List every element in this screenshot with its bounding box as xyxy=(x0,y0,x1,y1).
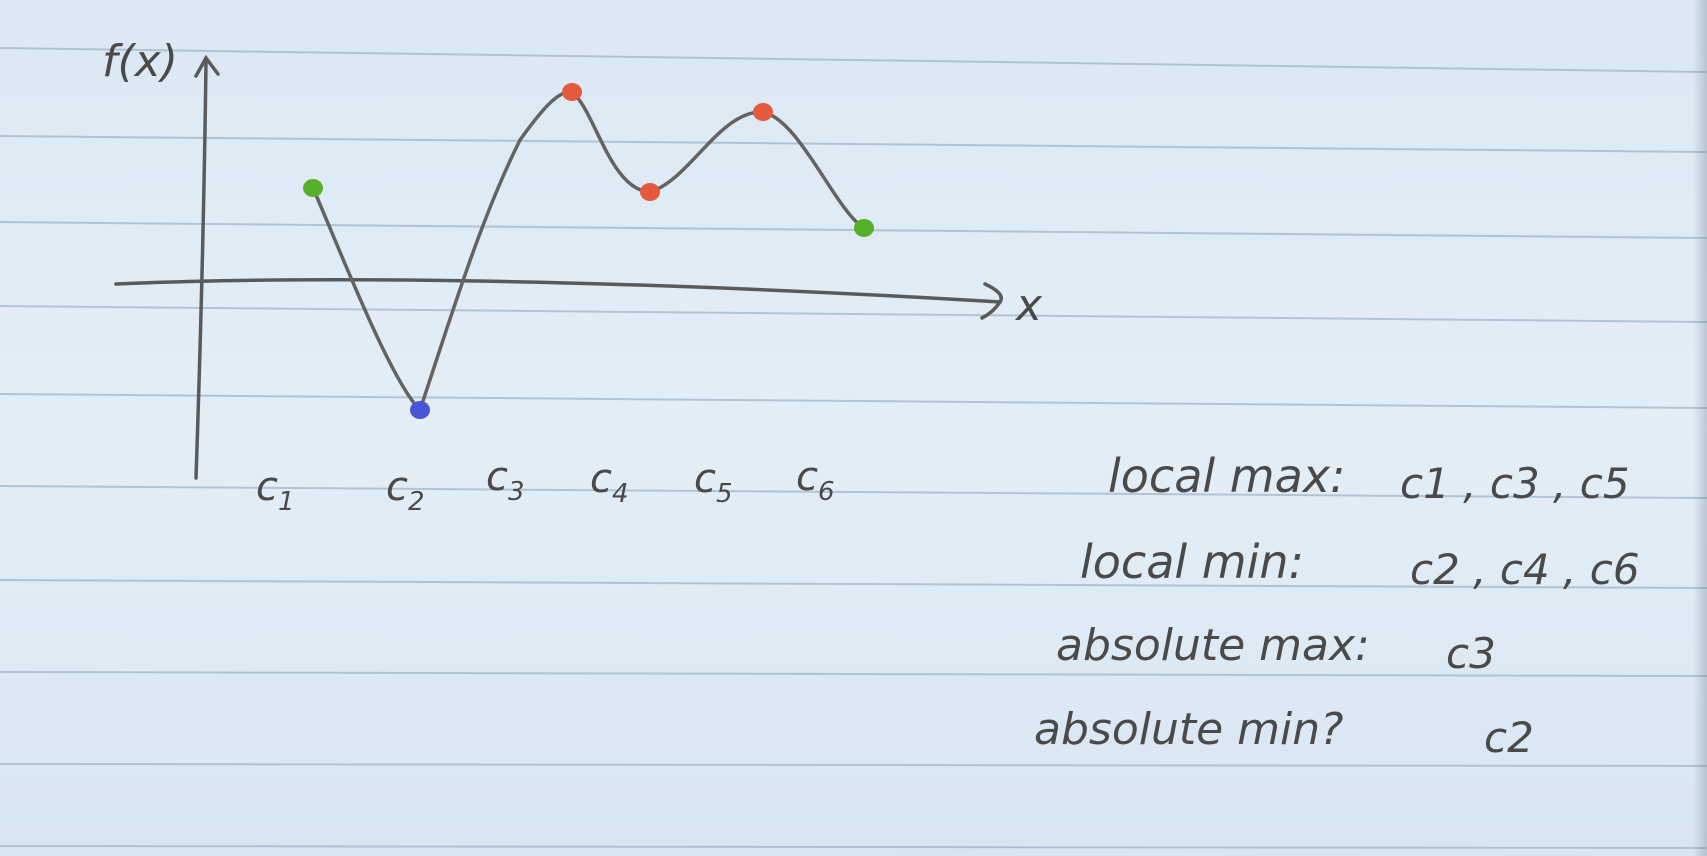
critical-points xyxy=(303,83,874,419)
ruled-line xyxy=(0,47,1707,73)
point-c6 xyxy=(854,219,874,237)
note-values: c3 xyxy=(1446,629,1496,678)
ruled-line xyxy=(0,763,1707,767)
label-c4: c4 xyxy=(590,456,629,509)
ruled-line xyxy=(0,845,1707,849)
y-axis-arrowhead xyxy=(194,54,220,78)
ruled-line xyxy=(0,305,1707,323)
ruled-line xyxy=(0,393,1707,409)
note-label: absolute max: xyxy=(1056,620,1370,671)
axes xyxy=(114,54,1003,480)
note-values: c2 , c4 , c6 xyxy=(1410,545,1640,594)
note-label: local max: xyxy=(1108,449,1346,503)
label-c3: c3 xyxy=(486,454,525,507)
ruled-line xyxy=(0,135,1707,153)
label-subscript: 3 xyxy=(508,477,525,507)
x-axis-arrowhead xyxy=(980,282,1003,320)
point-c2 xyxy=(410,401,430,419)
point-c1 xyxy=(303,179,323,197)
note-row-local-max: local max: c1 , c3 , c5 xyxy=(1108,449,1630,508)
label-subscript: 4 xyxy=(612,479,629,509)
point-c5 xyxy=(753,103,773,121)
ruled-line xyxy=(0,221,1707,239)
x-axis-label: x xyxy=(1014,280,1043,331)
ruled-line xyxy=(0,671,1707,677)
y-axis-label: f(x) xyxy=(102,36,178,87)
note-label: local min: xyxy=(1080,535,1304,589)
y-axis xyxy=(194,60,208,480)
note-row-absolute-min: absolute min? c2 xyxy=(1034,704,1534,762)
ruled-line xyxy=(0,485,1707,499)
label-subscript: 2 xyxy=(408,487,425,517)
label-subscript: 1 xyxy=(278,487,295,517)
point-c4 xyxy=(640,183,660,201)
note-values: c1 , c3 , c5 xyxy=(1400,459,1630,508)
ruled-line xyxy=(0,579,1707,589)
board-edge-shadow xyxy=(1693,0,1707,856)
note-row-local-min: local min: c2 , c4 , c6 xyxy=(1080,535,1640,594)
note-label: absolute min? xyxy=(1034,704,1343,755)
point-c3 xyxy=(562,83,582,101)
x-axis xyxy=(114,278,1002,304)
note-row-absolute-max: absolute max: c3 xyxy=(1056,620,1496,678)
label-subscript: 5 xyxy=(716,479,733,509)
note-values: c2 xyxy=(1484,713,1534,762)
ruled-lines xyxy=(0,47,1707,849)
label-subscript: 6 xyxy=(818,477,835,507)
